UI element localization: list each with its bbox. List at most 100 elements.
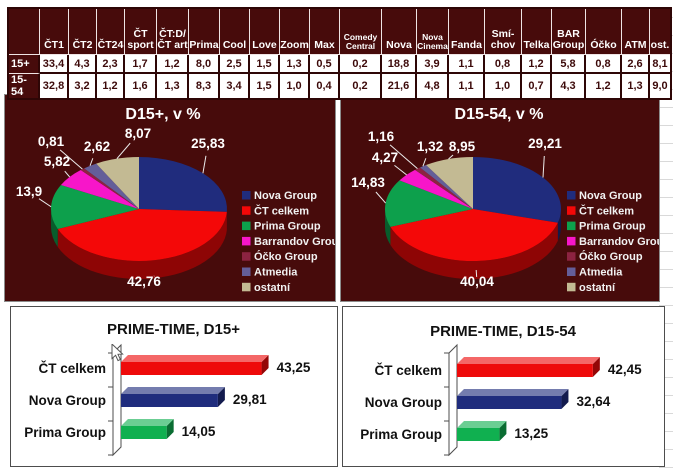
chart-text: ČT celkem	[374, 363, 442, 378]
legend-swatch	[242, 267, 251, 276]
column-header-nova-cinema: Nova Cinema	[417, 9, 449, 55]
chart-text: 8,95	[449, 139, 476, 154]
chart-text: 25,83	[191, 136, 225, 151]
chart-text: PRIME-TIME, D15-54	[430, 323, 577, 340]
share-value-cell: 8,3	[189, 74, 220, 98]
column-header-love: Love	[250, 9, 280, 55]
chart-text: Nova Group	[365, 395, 442, 410]
bar-front-face	[121, 426, 167, 439]
bar-top-face	[457, 389, 569, 396]
bar-end-face	[592, 357, 600, 377]
share-value-cell: 1,3	[622, 74, 650, 98]
legend-item: ostatní	[242, 282, 291, 294]
legend-swatch	[242, 252, 251, 261]
column-header-cool: Cool	[220, 9, 250, 55]
share-value-cell: 1,3	[157, 74, 189, 98]
legend-item: ostatní	[567, 282, 616, 294]
bar-end-face	[261, 355, 269, 375]
chart-text: ostatní	[579, 282, 616, 294]
chart-text: ČT celkem	[254, 204, 309, 217]
bar-chart: ČT celkem 42,45 Nova Group 32,64 Prima Group…	[360, 323, 642, 457]
share-value-cell: 1,7	[125, 55, 157, 74]
share-value-cell: 0,5	[310, 55, 340, 74]
legend-swatch	[242, 236, 251, 246]
pie-slice-čt-celkem	[390, 209, 558, 261]
share-value-cell: 1,6	[125, 74, 157, 98]
bar-end-face	[561, 389, 569, 409]
pie-slice-prima-group	[51, 184, 139, 229]
column-header-čt1: ČT1	[40, 9, 69, 55]
share-value-cell: 0,2	[340, 74, 382, 98]
chart-text: Prima Group	[254, 221, 321, 233]
pie-slice-ostatní	[425, 157, 473, 209]
pie-slice-side	[385, 209, 391, 245]
bar-top-face	[121, 387, 225, 394]
chart-text: PRIME-TIME, D15+	[107, 321, 240, 338]
axis-wall	[448, 343, 458, 457]
pie-slice-barrandov-group	[399, 169, 473, 209]
column-header-čt2: ČT2	[69, 9, 97, 55]
share-value-cell: 4,3	[552, 74, 586, 98]
chart-text: 5,82	[44, 154, 70, 169]
pie-slice-barrandov-group	[60, 170, 140, 209]
bar-front-face	[121, 394, 218, 407]
chart-text: 2,62	[84, 139, 110, 154]
share-value-cell: 0,2	[340, 55, 382, 74]
column-header-čt24: ČT24	[97, 9, 125, 55]
legend-item: Prima Group	[567, 221, 646, 233]
bar-nova-group	[121, 387, 225, 407]
chart-text: Óčko Group	[579, 250, 643, 263]
column-header-smí--chov: Smí-chov	[485, 9, 522, 55]
chart-text: 29,21	[528, 136, 562, 151]
bar-end-face	[499, 421, 507, 441]
share-value-cell: 3,2	[69, 74, 97, 98]
pie-chart-panel-d15-54: 29,21 40,04 14,83 4,27 1,16 1,32 8,95 D15-54, v…	[340, 94, 660, 302]
label-leader-line	[202, 155, 207, 174]
legend-item: Barrandov Group	[567, 236, 659, 248]
share-value-cell: 3,9	[417, 55, 449, 74]
chart-text: 0,81	[38, 134, 65, 149]
label-leader-line	[116, 142, 131, 159]
bar-end-face	[166, 419, 174, 439]
share-value-cell: 1,2	[522, 55, 552, 74]
chart-text: Óčko Group	[254, 250, 318, 263]
share-value-cell: 1,5	[250, 55, 280, 74]
column-header-zoom: Zoom	[280, 9, 310, 55]
chart-text: 43,25	[277, 360, 311, 375]
share-value-cell: 2,5	[220, 55, 250, 74]
bar-prima-group	[121, 419, 174, 439]
chart-text: 4,27	[372, 150, 398, 165]
share-value-cell: 0,8	[586, 55, 622, 74]
share-value-cell: 1,2	[586, 74, 622, 98]
column-header-čt:d/-čt art: ČT:D/ČT art	[157, 9, 189, 55]
pie-slice-side	[51, 209, 58, 247]
chart-text: 13,9	[16, 184, 42, 199]
bar-chart-panel-primetime-d15plus: ČT celkem 43,25 Nova Group 29,81 Prima Group…	[10, 306, 338, 467]
share-value-cell: 2,6	[622, 55, 650, 74]
audience-share-table: ČT1 ČT2 ČT24 ČT sport ČT:D/ČT art Prima Cool Lov…	[7, 7, 672, 100]
share-value-cell: 0,8	[485, 55, 522, 74]
share-value-cell: 3,4	[220, 74, 250, 98]
bar-front-face	[121, 362, 262, 375]
legend-swatch	[242, 206, 251, 215]
pie-slice-side	[57, 211, 227, 279]
chart-text: Nova Group	[579, 190, 642, 202]
chart-text: ČT celkem	[38, 361, 106, 376]
legend-item: Nova Group	[567, 190, 642, 202]
chart-text: 14,83	[351, 175, 385, 190]
chart-text: Barrandov Group	[579, 236, 659, 248]
legend-item: Óčko Group	[567, 250, 643, 263]
chart-text: Nova Group	[254, 190, 317, 202]
chart-text: 1,32	[417, 139, 443, 154]
share-value-cell: 1,3	[280, 55, 310, 74]
chart-text: ostatní	[254, 282, 291, 294]
share-value-cell: 1,0	[485, 74, 522, 98]
legend-swatch	[567, 191, 576, 200]
pie-slice-side	[557, 209, 561, 241]
label-leader-line	[394, 164, 407, 176]
chart-text: 42,76	[127, 274, 161, 289]
legend-swatch	[567, 282, 576, 292]
bar-top-face	[457, 421, 507, 428]
chart-text: Prima Group	[360, 427, 442, 442]
